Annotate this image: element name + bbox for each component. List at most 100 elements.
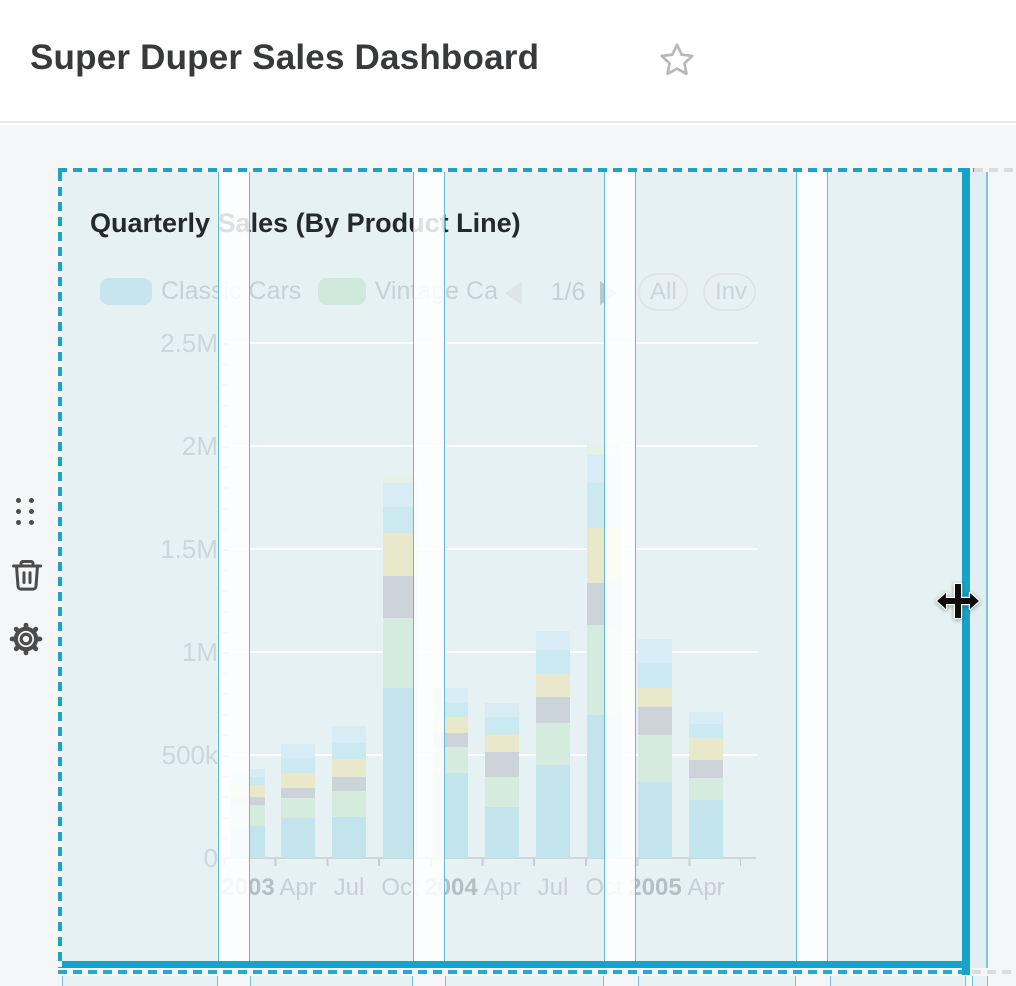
bar-segment [281,743,315,758]
x-axis-label: Apr [483,874,521,901]
grid-dashed-line [974,168,1016,172]
grid-column-strip-right [970,172,988,968]
grid-gutter [796,172,828,968]
y-axis-label: 1.5M [160,534,218,564]
dashboard-header: Super Duper Sales Dashboard [0,0,1016,123]
bar-segment [638,663,672,689]
bar-segment [689,799,723,858]
stacked-bar [638,639,672,858]
gridline [222,548,758,550]
selection-border-top [58,168,974,172]
bar-segment [383,576,417,619]
y-axis-label: 2.5M [160,328,218,358]
bar-segment [536,649,570,675]
bar-segment [383,475,417,483]
move-cursor-icon [934,577,982,630]
drag-handle-dots [16,498,34,525]
x-axis-line [226,857,756,859]
selection-border-left [58,172,62,968]
bar-segment [638,782,672,858]
bar-segment [638,707,672,736]
x-axis-label: Apr [279,874,317,901]
bar-segment [485,751,519,777]
bar-segment [485,716,519,735]
grid-gutter [413,172,445,968]
x-axis-label: Jul [537,874,569,901]
bar-segment [281,772,315,788]
bar-segment [383,532,417,577]
bar-segment [689,737,723,760]
bar-segment [383,688,417,858]
bar-segment [536,674,570,698]
x-axis-ticks [223,859,741,866]
stacked-bar [332,725,366,858]
stacked-bar [485,702,519,858]
selection-resize-edge-right[interactable] [962,168,970,975]
x-axis-label: 2005 [628,874,682,901]
selection-resize-edge-bottom[interactable] [62,961,970,968]
bar-segment [485,734,519,752]
x-axis-label: Oct [381,874,419,901]
chart-title: Quarterly Sales (By Product Line) [90,208,521,238]
bar-segment [332,759,366,778]
settings-gear-icon[interactable] [7,620,45,661]
bar-segment [689,759,723,778]
stacked-bar [689,712,723,858]
bar-segment [281,757,315,773]
bar-segment [383,482,417,508]
grid-dashed-line [972,970,1016,974]
gridline [222,342,758,344]
chart-widget-card[interactable]: Quarterly Sales (By Product Line) Classi… [58,168,974,975]
bar-segment [485,776,519,807]
y-axis-label: 500k [161,740,218,770]
bar-segment [332,777,366,792]
bar-segment [332,743,366,760]
stacked-bar [281,743,315,858]
bar-segment [536,723,570,766]
bar-segment [689,723,723,738]
legend-swatch-green [318,278,366,305]
bar-segment [638,688,672,708]
legend-swatch-blue [100,278,152,305]
page-title: Super Duper Sales Dashboard [30,38,540,77]
favorite-star-icon[interactable] [658,41,696,79]
bar-segment [281,818,315,858]
bar-segment [638,639,672,664]
bar-segment [638,735,672,782]
bar-segment [689,712,723,724]
bar-segment [281,798,315,819]
legend-item-vintage-cars[interactable]: Vintage Ca [318,277,498,306]
grid-gutter [218,172,250,968]
bar-segment [485,806,519,858]
y-axis-label: 1M [181,637,218,667]
legend-invert-button[interactable]: Inv [703,273,756,311]
bar-segment [332,725,366,744]
legend-item-classic-cars[interactable]: Classic Cars [100,277,301,306]
bar-segment [536,631,570,650]
grid-gutter [604,172,636,968]
trash-icon[interactable] [9,556,45,597]
selection-dashed-line-bottom [58,970,970,974]
bar-segment [332,817,366,858]
x-axis-label: Apr [687,874,725,901]
bar-segment [485,702,519,717]
bar-segment [383,507,417,533]
drag-handle-icon[interactable] [16,498,34,525]
bar-segment [281,787,315,799]
bar-segment [383,618,417,689]
dashboard-canvas: Quarterly Sales (By Product Line) Classi… [0,125,1016,986]
x-axis-label: Jul [333,874,365,901]
gridline [222,445,758,447]
legend-select-all-button[interactable]: All [638,273,688,311]
bar-segment [536,697,570,724]
gridline [222,651,758,653]
grid-row-below [0,976,1016,986]
chart-legend: Classic Cars Vintage Ca 1/6 All Inv [62,270,970,314]
bar-segment [332,791,366,818]
y-axis-label: 2M [181,431,218,461]
bar-segment [536,765,570,858]
bar-segment [689,777,723,800]
y-axis-label: 0 [203,843,218,873]
stacked-bar [383,475,417,858]
legend-prev-page-icon[interactable] [505,281,522,305]
